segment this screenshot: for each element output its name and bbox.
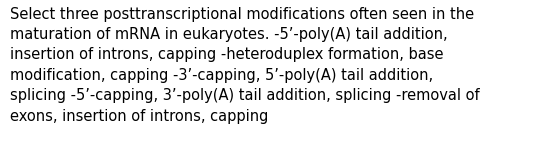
Text: Select three posttranscriptional modifications often seen in the
maturation of m: Select three posttranscriptional modific… [10, 7, 480, 124]
